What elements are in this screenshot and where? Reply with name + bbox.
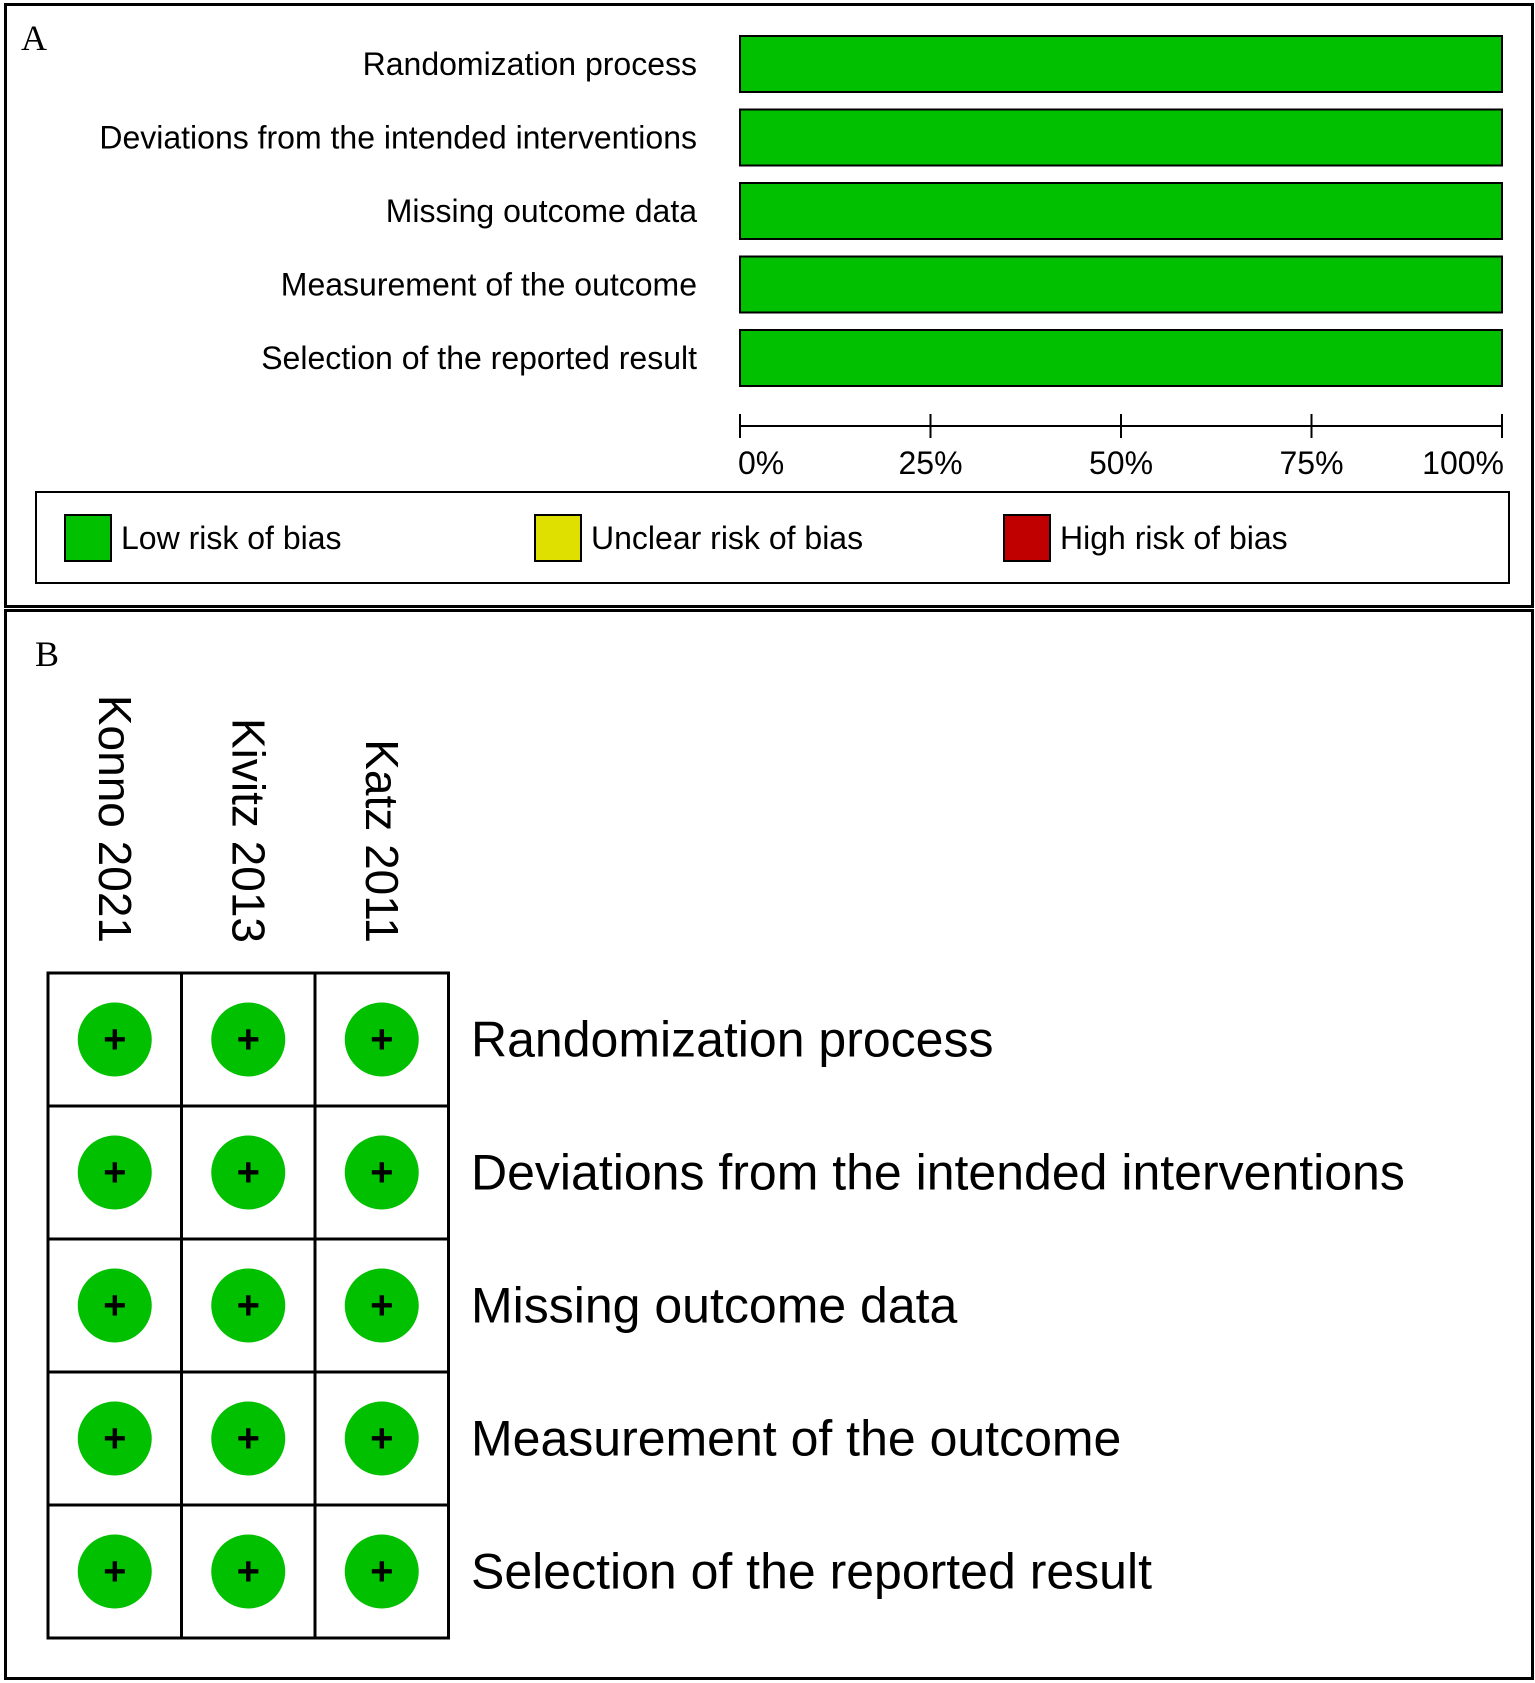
judgement-symbol-konno-2021-3: + bbox=[103, 1417, 126, 1461]
judgement-dot-konno-2021-1 bbox=[77, 1135, 152, 1210]
legend-swatch-high-risk-of-bias bbox=[1003, 514, 1051, 562]
bar-low-risk-of-bias-measurement-of-the-outcome bbox=[739, 255, 1503, 314]
legend-box bbox=[35, 491, 1510, 584]
judgement-symbol-kivitz-2013-2: + bbox=[237, 1284, 260, 1328]
judgement-dot-konno-2021-4 bbox=[77, 1534, 152, 1609]
judgement-symbol-kivitz-2013-4: + bbox=[237, 1550, 260, 1594]
judgement-dot-kivitz-2013-3 bbox=[211, 1401, 286, 1476]
bar-low-risk-of-bias-selection-of-the-reported-result bbox=[739, 329, 1503, 387]
judgement-symbol-konno-2021-4: + bbox=[103, 1550, 126, 1594]
judgement-symbol-kivitz-2013-1: + bbox=[237, 1151, 260, 1195]
category-label-deviations-from-the-intended-interventions: Deviations from the intended interventio… bbox=[99, 120, 697, 156]
judgement-dot-kivitz-2013-0 bbox=[211, 1002, 286, 1077]
judgement-dot-katz-2011-2 bbox=[344, 1268, 419, 1343]
panel-b-traffic-light-plot: B Konno 2021 Kivitz 2013 Katz 2011 + + + + + + + +… bbox=[4, 609, 1534, 1680]
study-label-kivitz-2013: Kivitz 2013 bbox=[222, 718, 274, 943]
judgement-dot-kivitz-2013-1 bbox=[211, 1135, 286, 1210]
domain-label-missing-outcome-data: Missing outcome data bbox=[471, 1278, 958, 1334]
study-label-katz-2011: Katz 2011 bbox=[356, 739, 408, 943]
judgement-dot-konno-2021-3 bbox=[77, 1401, 152, 1476]
legend-label-unclear-risk-of-bias: Unclear risk of bias bbox=[591, 520, 863, 556]
legend-label-high-risk-of-bias: High risk of bias bbox=[1060, 520, 1288, 556]
panel-a-summary-chart: A Randomization process Deviations from t… bbox=[4, 3, 1534, 608]
category-label-measurement-of-the-outcome: Measurement of the outcome bbox=[281, 267, 697, 303]
x-tick-label-2: 50% bbox=[1089, 445, 1153, 481]
judgement-dot-kivitz-2013-2 bbox=[211, 1268, 286, 1343]
judgement-symbol-kivitz-2013-3: + bbox=[237, 1417, 260, 1461]
bar-low-risk-of-bias-missing-outcome-data bbox=[739, 182, 1503, 240]
judgement-symbol-konno-2021-1: + bbox=[103, 1151, 126, 1195]
study-label-konno-2021: Konno 2021 bbox=[89, 695, 141, 943]
category-label-missing-outcome-data: Missing outcome data bbox=[386, 193, 697, 229]
x-tick-label-1: 25% bbox=[898, 445, 962, 481]
judgement-dot-konno-2021-2 bbox=[77, 1268, 152, 1343]
judgement-symbol-konno-2021-2: + bbox=[103, 1284, 126, 1328]
domain-label-randomization-process: Randomization process bbox=[471, 1012, 994, 1068]
grid-border bbox=[46, 971, 450, 1640]
judgement-symbol-katz-2011-2: + bbox=[370, 1284, 393, 1328]
judgement-dot-konno-2021-0 bbox=[77, 1002, 152, 1077]
judgement-symbol-katz-2011-4: + bbox=[370, 1550, 393, 1594]
panel-a-letter: A bbox=[21, 18, 47, 58]
judgement-dot-katz-2011-0 bbox=[344, 1002, 419, 1077]
category-label-selection-of-the-reported-result: Selection of the reported result bbox=[261, 340, 697, 376]
judgement-dot-katz-2011-3 bbox=[344, 1401, 419, 1476]
judgement-dot-katz-2011-1 bbox=[344, 1135, 419, 1210]
legend-swatch-unclear-risk-of-bias bbox=[534, 514, 582, 562]
judgement-symbol-katz-2011-1: + bbox=[370, 1151, 393, 1195]
domain-label-deviations-from-the-intended-interventions: Deviations from the intended interventio… bbox=[471, 1145, 1405, 1201]
judgement-symbol-kivitz-2013-0: + bbox=[237, 1018, 260, 1062]
bar-low-risk-of-bias-randomization-process bbox=[739, 35, 1503, 93]
domain-label-selection-of-the-reported-result: Selection of the reported result bbox=[471, 1544, 1152, 1600]
judgement-symbol-katz-2011-0: + bbox=[370, 1018, 393, 1062]
risk-of-bias-traffic-light-grid: Konno 2021 Kivitz 2013 Katz 2011 + + + + + + + + + +… bbox=[46, 695, 1405, 1640]
risk-of-bias-summary-bars: Randomization process Deviations from the… bbox=[35, 35, 1510, 584]
bar-low-risk-of-bias-deviations-from-the-intended-interventions bbox=[739, 108, 1503, 167]
judgement-dot-katz-2011-4 bbox=[344, 1534, 419, 1609]
category-label-randomization-process: Randomization process bbox=[363, 46, 697, 82]
legend-swatch-low-risk-of-bias bbox=[64, 514, 112, 562]
domain-label-measurement-of-the-outcome: Measurement of the outcome bbox=[471, 1411, 1121, 1467]
legend-label-low-risk-of-bias: Low risk of bias bbox=[121, 520, 342, 556]
judgement-dot-kivitz-2013-4 bbox=[211, 1534, 286, 1609]
x-tick-label-0: 0% bbox=[738, 445, 784, 481]
x-tick-label-3: 75% bbox=[1279, 445, 1343, 481]
x-tick-label-4: 100% bbox=[1422, 445, 1504, 481]
panel-b-letter: B bbox=[35, 634, 60, 674]
judgement-symbol-konno-2021-0: + bbox=[103, 1018, 126, 1062]
judgement-symbol-katz-2011-3: + bbox=[370, 1417, 393, 1461]
